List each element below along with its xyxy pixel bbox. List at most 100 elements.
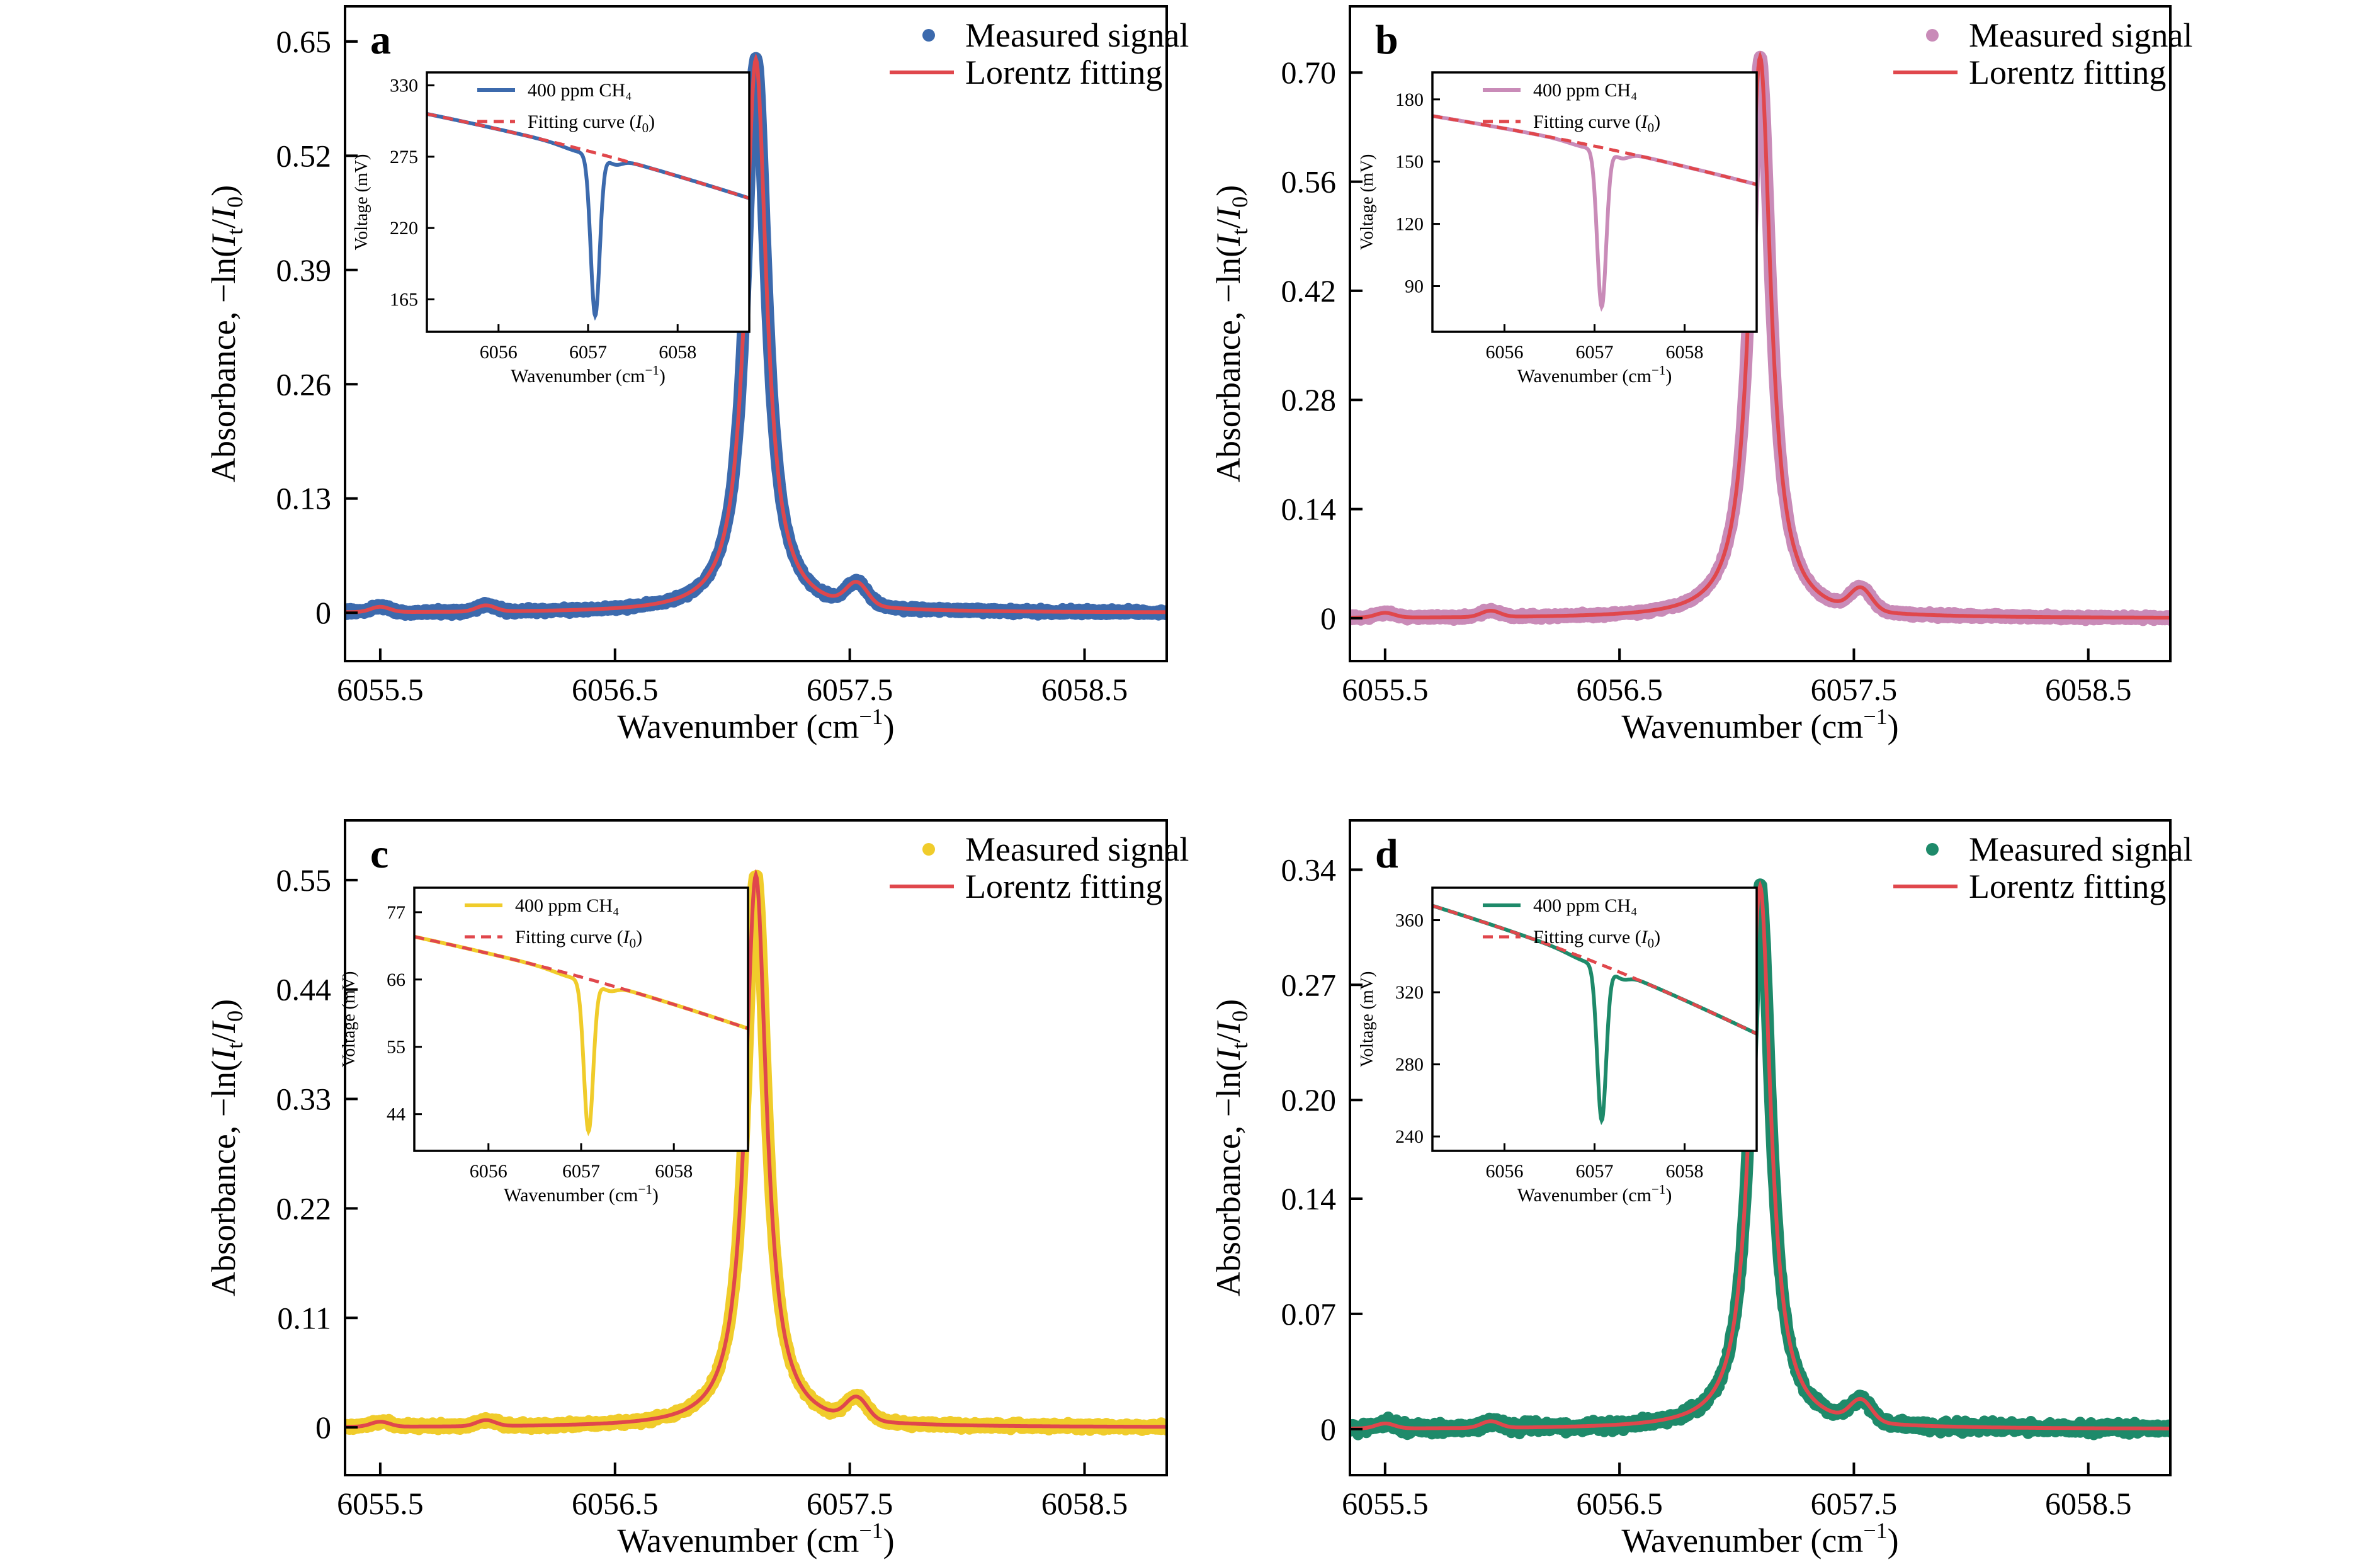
inset-x-tick-label: 6057 (1576, 342, 1614, 363)
y-tick-label: 0.20 (1281, 1082, 1337, 1118)
inset-x-axis-label: Wavenumber (cm−1) (1517, 363, 1672, 387)
inset-a: 6056 6057 6058 165 220 275 330 Wavenumber (cm−1… (352, 71, 751, 387)
inset-y-tick-label: 66 (387, 970, 405, 990)
plot-frame (344, 5, 1168, 662)
x-tick-label: 6056.5 (572, 672, 659, 707)
inset-y-tick-label: 44 (387, 1104, 405, 1125)
inset-x-tick-label: 6056 (480, 342, 518, 363)
inset-legend-label-measured: 400 ppm CH₄ (1533, 80, 1637, 101)
inset-y-axis-label: Voltage (mV) (1357, 971, 1377, 1068)
legend-label-measured: Measured signal (965, 16, 1189, 54)
y-tick-label: 0.33 (276, 1082, 332, 1117)
legend-label-measured: Measured signal (1969, 830, 2192, 868)
inset-legend-label-fitting: Fitting curve (I0) (528, 111, 655, 135)
inset-y-axis-label: Voltage (mV) (1357, 154, 1377, 251)
inset-x-axis-label: Wavenumber (cm−1) (511, 363, 666, 387)
y-tick-label: 0.07 (1281, 1296, 1337, 1332)
inset-x-axis-label: Wavenumber (cm−1) (504, 1182, 659, 1206)
y-tick-label: 0.26 (276, 366, 332, 402)
y-tick-label: 0 (315, 595, 331, 630)
x-tick-label: 6055.5 (1342, 672, 1429, 707)
x-tick-label: 6057.5 (1811, 672, 1898, 707)
legend-label-measured: Measured signal (1969, 16, 2192, 54)
legend-label-fitting: Lorentz fitting (1969, 868, 2166, 905)
y-tick-label: 0.11 (277, 1300, 331, 1335)
lorentz-fitting-line (1350, 880, 2170, 1430)
panel-label: c (370, 831, 388, 877)
inset-y-tick-label: 220 (390, 218, 418, 239)
inset-y-axis-label: Voltage (mV) (339, 971, 359, 1068)
panel-b: 6055.5 6056.5 6057.5 6058.5 0 0.14 0.28 0.42 0.5… (1210, 5, 2192, 745)
panel-a: 6055.5 6056.5 6057.5 6058.5 0 0.13 0.26 0.39 0.5… (205, 5, 1189, 745)
inset-y-axis-label: Voltage (mV) (352, 154, 371, 251)
x-tick-label: 6056.5 (1576, 1486, 1663, 1521)
inset-y-tick-label: 55 (387, 1037, 405, 1058)
x-tick-label: 6058.5 (2045, 672, 2132, 707)
inset-c: 6056 6057 6058 44 55 66 77 Wavenumber (cm−1) Vol… (339, 886, 749, 1206)
y-tick-label: 0 (1320, 601, 1336, 636)
x-tick-label: 6055.5 (1342, 1486, 1429, 1521)
inset-y-tick-label: 120 (1395, 214, 1424, 235)
inset-x-tick-label: 6058 (1666, 342, 1704, 363)
y-tick-label: 0.27 (1281, 967, 1337, 1002)
x-tick-label: 6056.5 (572, 1486, 659, 1521)
inset-y-tick-label: 280 (1395, 1055, 1424, 1075)
legend-label-fitting: Lorentz fitting (1969, 54, 2166, 91)
inset-y-tick-label: 180 (1395, 89, 1424, 110)
lorentz-fitting-line (345, 869, 1167, 1429)
inset-fitting-curve (1432, 114, 1757, 186)
inset-legend-label-measured: 400 ppm CH₄ (528, 80, 632, 101)
inset-y-tick-label: 320 (1395, 982, 1424, 1003)
x-tick-label: 6058.5 (2045, 1486, 2132, 1521)
inset-d: 6056 6057 6058 240 280 320 360 Wavenumber (cm−1… (1357, 886, 1758, 1206)
inset-fitting-curve (427, 112, 749, 200)
data-point (1398, 1416, 1410, 1427)
y-tick-label: 0.44 (276, 972, 332, 1007)
x-axis-label: Wavenumber (cm−1) (617, 1518, 894, 1559)
inset-x-tick-label: 6058 (655, 1161, 693, 1182)
panel-label: b (1375, 17, 1398, 63)
inset-legend-label-measured: 400 ppm CH₄ (1533, 895, 1637, 916)
y-tick-label: 0.28 (1281, 382, 1337, 417)
inset-x-tick-label: 6057 (569, 342, 607, 363)
legend-marker-measured (1926, 843, 1939, 856)
x-axis-label: Wavenumber (cm−1) (617, 704, 894, 745)
inset-legend-label-fitting: Fitting curve (I0) (1533, 111, 1660, 135)
inset-x-axis-label: Wavenumber (cm−1) (1517, 1182, 1672, 1206)
y-tick-label: 0 (315, 1410, 331, 1445)
x-tick-label: 6055.5 (337, 1486, 424, 1521)
inset-x-tick-label: 6057 (1576, 1161, 1614, 1182)
y-tick-label: 0.14 (1281, 1181, 1337, 1216)
x-tick-label: 6057.5 (1811, 1486, 1898, 1521)
legend-marker-measured (922, 843, 935, 856)
inset-x-tick-label: 6056 (470, 1161, 507, 1182)
lorentz-fitting-line (1350, 50, 2170, 620)
inset-y-tick-label: 330 (390, 76, 418, 96)
y-axis-label: Absorbance, −ln(It/I0) (205, 999, 247, 1296)
panel-c: 6055.5 6056.5 6057.5 6058.5 0 0.11 0.22 0.33 0.4… (205, 819, 1189, 1559)
y-tick-label: 0.55 (276, 863, 332, 898)
legend-label-fitting: Lorentz fitting (965, 54, 1162, 91)
inset-x-tick-label: 6058 (659, 342, 696, 363)
y-tick-label: 0.56 (1281, 164, 1337, 200)
legend-marker-measured (1926, 29, 1939, 42)
x-axis-label: Wavenumber (cm−1) (1621, 704, 1898, 745)
inset-fitting-curve (414, 935, 748, 1030)
y-axis-label: Absorbance, −ln(It/I0) (205, 185, 247, 482)
legend-label-measured: Measured signal (965, 830, 1189, 868)
inset-y-tick-label: 90 (1405, 276, 1424, 297)
y-tick-label: 0.70 (1281, 55, 1337, 90)
x-axis-label: Wavenumber (cm−1) (1621, 1518, 1898, 1559)
y-tick-label: 0.65 (276, 24, 332, 59)
inset-x-tick-label: 6057 (562, 1161, 600, 1182)
y-tick-label: 0.22 (276, 1191, 332, 1226)
inset-legend-label-fitting: Fitting curve (I0) (515, 927, 642, 951)
inset-y-tick-label: 275 (390, 147, 418, 167)
legend-label-fitting: Lorentz fitting (965, 868, 1162, 905)
lorentz-fitting-line (345, 53, 1167, 614)
inset-y-tick-label: 360 (1395, 910, 1424, 931)
plot-frame (1349, 819, 2172, 1476)
x-tick-label: 6055.5 (337, 672, 424, 707)
y-axis-label: Absorbance, −ln(It/I0) (1210, 999, 1252, 1296)
